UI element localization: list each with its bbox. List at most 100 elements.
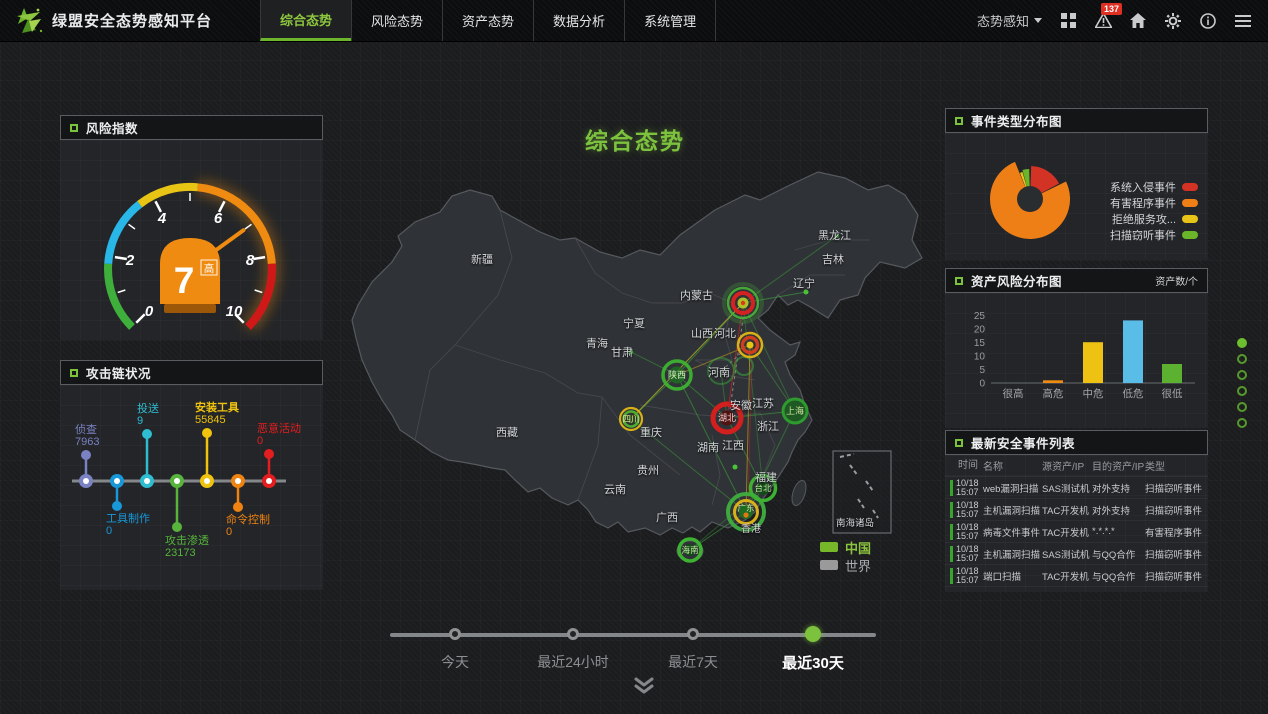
panel-bullet-icon — [955, 276, 963, 285]
info-icon[interactable] — [1199, 12, 1217, 30]
svg-text:0: 0 — [979, 379, 985, 390]
alert-icon[interactable]: 137 — [1094, 2, 1123, 30]
panel-bullet-icon — [955, 116, 963, 125]
svg-text:7963: 7963 — [75, 436, 99, 448]
attack-chain-nodes[interactable] — [79, 474, 276, 488]
province-label: 安徽 — [730, 400, 752, 412]
gear-icon[interactable] — [1164, 12, 1182, 30]
legend-item[interactable]: 扫描窃听事件 — [1110, 227, 1198, 242]
legend-world[interactable]: 世界 — [820, 556, 871, 574]
tab-overview[interactable]: 综合态势 — [260, 0, 352, 41]
map-node-shaanxi[interactable]: 陕西 — [661, 359, 693, 391]
map-node-sichuan[interactable]: 四川 — [618, 406, 644, 432]
home-icon[interactable] — [1129, 12, 1147, 30]
map-node-hubei[interactable]: 湖北 — [710, 401, 744, 435]
svg-text:四川: 四川 — [622, 414, 639, 424]
inset-label: 南海诸岛 — [836, 518, 875, 529]
map-node-hainan[interactable]: 海南 — [677, 537, 703, 563]
slider-stop-7d[interactable] — [687, 628, 699, 640]
svg-text:23173: 23173 — [165, 547, 196, 559]
svg-text:中危: 中危 — [1083, 387, 1105, 400]
latest-events-panel: 最新安全事件列表 时间 名称 源资产/IP 目的资产/IP 类型 10/18 1… — [945, 430, 1208, 592]
pager-dot[interactable] — [1237, 354, 1247, 364]
event-type-legend: 系统入侵事件 有害程序事件 拒绝服务攻... 扫描窃听事件 — [1110, 179, 1198, 243]
slider-label-7d[interactable]: 最近7天 — [668, 654, 718, 670]
province-label: 重庆 — [640, 427, 662, 439]
page-title: 综合态势 — [585, 128, 685, 154]
tab-risk[interactable]: 风险态势 — [351, 0, 442, 41]
svg-text:20: 20 — [974, 325, 986, 336]
pager-dot[interactable] — [1237, 402, 1247, 412]
panel-bullet-icon — [955, 438, 963, 447]
svg-text:10: 10 — [974, 352, 986, 363]
slider-stop-today[interactable] — [449, 628, 461, 640]
svg-text:0: 0 — [145, 303, 154, 320]
time-range-slider: 今天 最近24小时 最近7天 最近30天 — [388, 626, 880, 681]
china-outline — [351, 171, 923, 536]
pager-dot[interactable] — [1237, 418, 1247, 428]
panel-bullet-icon — [70, 123, 78, 132]
slider-label-30d[interactable]: 最近30天 — [782, 655, 844, 672]
asset-risk-header: 资产风险分布图 资产数/个 — [945, 268, 1208, 293]
pager-dot[interactable] — [1237, 370, 1247, 380]
china-attack-map[interactable]: 陕西 四川 湖北 上海 广东 — [340, 145, 940, 625]
province-label: 河北 — [714, 328, 736, 340]
province-label: 福建 — [755, 472, 777, 484]
svg-text:很低: 很低 — [1162, 387, 1184, 400]
table-row[interactable]: 10/18 15:07 主机漏洞扫描 TAC开发机 对外支持 扫描窃听事件 — [945, 499, 1208, 521]
tab-system[interactable]: 系统管理 — [624, 0, 717, 41]
tab-analysis[interactable]: 数据分析 — [533, 0, 624, 41]
table-row[interactable]: 10/18 15:07 web漏洞扫描 SAS测试机 对外支持 扫描窃听事件 — [945, 477, 1208, 499]
orange-swatch — [1182, 198, 1198, 207]
svg-text:10: 10 — [226, 303, 243, 320]
map-node-taipei[interactable]: 台北 — [748, 473, 778, 503]
map-node-beijing[interactable] — [722, 282, 764, 324]
context-dropdown[interactable]: 态势感知 — [977, 11, 1042, 30]
map-node-shanghai[interactable]: 上海 — [781, 397, 809, 425]
pager-dot[interactable] — [1237, 386, 1247, 396]
province-label: 宁夏 — [623, 318, 645, 330]
table-row[interactable]: 10/18 15:07 病毒文件事件 TAC开发机 *.*.*.* 有害程序事件 — [945, 521, 1208, 543]
map-node-guangdong[interactable]: 广东 — [726, 492, 766, 532]
svg-text:恶意活动: 恶意活动 — [257, 421, 301, 435]
pager-dot[interactable] — [1237, 338, 1247, 348]
attack-chain-header: 攻击链状况 — [60, 360, 323, 385]
legend-china[interactable]: 中国 — [820, 538, 871, 556]
slider-stop-30d[interactable] — [805, 626, 821, 642]
map-node-shandong[interactable] — [736, 331, 764, 359]
province-label: 新疆 — [471, 254, 493, 266]
province-label: 广西 — [656, 512, 678, 524]
province-label: 黑龙江 — [818, 230, 851, 242]
slider-label-today[interactable]: 今天 — [441, 654, 469, 670]
legend-item[interactable]: 拒绝服务攻... — [1110, 211, 1198, 226]
slider-stop-24h[interactable] — [567, 628, 579, 640]
red-swatch — [1182, 182, 1198, 191]
svg-text:0: 0 — [257, 435, 263, 447]
chevron-down-icon — [1034, 18, 1042, 23]
svg-text:投送: 投送 — [137, 401, 159, 415]
carousel-pager — [1237, 338, 1247, 428]
table-row[interactable]: 10/18 15:07 端口扫描 TAC开发机 与QQ合作 扫描窃听事件 — [945, 565, 1208, 587]
brand: 绿盟安全态势感知平台 — [0, 0, 260, 41]
table-row[interactable]: 10/18 15:07 主机漏洞扫描 SAS测试机 与QQ合作 扫描窃听事件 — [945, 543, 1208, 565]
legend-item[interactable]: 系统入侵事件 — [1110, 179, 1198, 194]
south-sea-inset — [832, 450, 892, 534]
slider-track[interactable] — [390, 633, 876, 637]
gauge-level: 高 — [204, 262, 215, 275]
legend-item[interactable]: 有害程序事件 — [1110, 195, 1198, 210]
collapse-chevron-icon[interactable] — [632, 677, 656, 699]
tab-assets[interactable]: 资产态势 — [442, 0, 533, 41]
menu-icon[interactable] — [1234, 12, 1252, 30]
slider-label-24h[interactable]: 最近24小时 — [537, 654, 609, 670]
province-label: 浙江 — [757, 421, 779, 433]
svg-text:海南: 海南 — [681, 545, 698, 555]
svg-text:低危: 低危 — [1123, 387, 1145, 400]
svg-text:广东: 广东 — [737, 503, 754, 513]
svg-text:工具制作: 工具制作 — [106, 512, 150, 525]
svg-text:9: 9 — [137, 415, 143, 427]
asset-risk-panel: 资产风险分布图 资产数/个 25 20 15 10 5 0 很高 — [945, 268, 1208, 428]
grid-icon[interactable] — [1059, 12, 1077, 30]
events-table: 时间 名称 源资产/IP 目的资产/IP 类型 10/18 15:07 web漏… — [945, 455, 1208, 587]
province-label: 云南 — [604, 484, 626, 496]
asset-risk-bar-chart: 25 20 15 10 5 0 很高 高危 中危 低危 很低 — [974, 311, 1195, 400]
